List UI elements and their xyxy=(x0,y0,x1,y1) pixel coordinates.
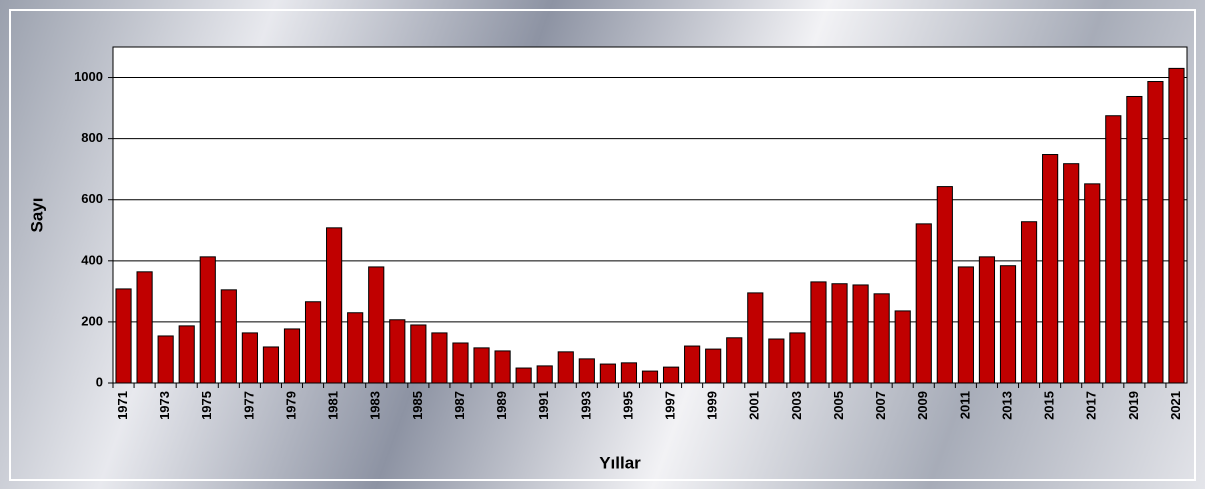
bar xyxy=(852,284,869,384)
x-tick-label: 2009 xyxy=(915,391,930,420)
x-tick-label: 1999 xyxy=(705,391,720,420)
bar xyxy=(431,332,448,384)
x-tick-label: 1993 xyxy=(578,391,593,420)
bar xyxy=(894,310,911,384)
bar xyxy=(536,365,553,384)
bar xyxy=(620,362,638,384)
x-tick-label: 2007 xyxy=(873,391,888,420)
bar xyxy=(515,367,532,384)
bar xyxy=(304,301,322,384)
x-tick-label: 1979 xyxy=(283,391,298,420)
bar xyxy=(578,358,595,384)
bar xyxy=(368,266,385,384)
x-tick-label: 1991 xyxy=(536,391,551,420)
bar xyxy=(220,289,237,384)
x-axis-title: Yıllar xyxy=(599,453,641,472)
x-tick-label: 1975 xyxy=(199,391,214,420)
y-tick-label: 200 xyxy=(81,313,103,328)
bar xyxy=(410,324,427,384)
x-tick-label: 2021 xyxy=(1168,391,1183,420)
bar xyxy=(1105,115,1122,384)
bar xyxy=(283,328,301,384)
bar xyxy=(199,256,216,384)
x-tick-label: 1985 xyxy=(410,391,425,420)
bar xyxy=(936,186,953,384)
bar xyxy=(326,227,343,384)
x-tick-label: 2011 xyxy=(957,391,972,419)
y-tick-label: 800 xyxy=(81,130,103,145)
y-axis-title: Sayı xyxy=(27,198,46,233)
bar xyxy=(641,370,659,384)
bar xyxy=(999,265,1017,384)
x-tick-label: 1973 xyxy=(157,391,172,420)
bar xyxy=(347,312,364,384)
bar xyxy=(747,292,764,384)
bar xyxy=(957,266,974,384)
bar xyxy=(262,346,280,384)
bar xyxy=(1147,81,1164,384)
bar xyxy=(705,348,722,384)
bar xyxy=(136,271,153,384)
bar xyxy=(978,256,996,384)
bar xyxy=(873,293,890,384)
frame-border xyxy=(9,9,1196,481)
x-tick-label: 1987 xyxy=(452,391,467,420)
bar xyxy=(726,337,743,384)
bar xyxy=(1126,95,1143,384)
x-tick-label: 2005 xyxy=(831,391,846,420)
x-tick-label: 1981 xyxy=(326,391,341,420)
bar xyxy=(557,351,574,384)
bar xyxy=(157,335,174,384)
x-tick-label: 1971 xyxy=(115,391,130,420)
bar xyxy=(810,281,827,384)
y-tick-label: 600 xyxy=(81,191,103,206)
x-tick-label: 1977 xyxy=(241,391,256,420)
bar xyxy=(115,288,132,384)
bar xyxy=(768,338,785,384)
bar xyxy=(1020,221,1038,384)
x-tick-label: 2017 xyxy=(1084,391,1099,420)
bar xyxy=(494,350,511,384)
bar xyxy=(1084,183,1101,384)
bar xyxy=(389,319,406,384)
bar xyxy=(831,283,848,384)
bar xyxy=(1168,67,1185,384)
y-tick-label: 400 xyxy=(81,252,103,267)
bar xyxy=(662,366,680,384)
bar xyxy=(473,347,490,384)
x-tick-label: 2015 xyxy=(1042,391,1057,420)
y-tick-label: 1000 xyxy=(74,69,103,84)
x-tick-label: 1983 xyxy=(368,391,383,420)
x-tick-label: 2013 xyxy=(999,391,1014,420)
x-tick-label: 2003 xyxy=(789,391,804,420)
bar xyxy=(599,363,616,384)
bar xyxy=(915,223,932,384)
bar xyxy=(1063,163,1080,384)
bar xyxy=(684,345,701,384)
x-tick-label: 1995 xyxy=(620,391,635,420)
x-tick-label: 2001 xyxy=(747,391,762,420)
bar xyxy=(241,332,258,384)
y-tick-label: 0 xyxy=(96,374,103,389)
x-tick-label: 1989 xyxy=(494,391,509,420)
bar xyxy=(789,332,806,384)
bar xyxy=(452,342,469,384)
bar xyxy=(1042,154,1059,384)
x-tick-label: 2019 xyxy=(1126,391,1141,420)
bar xyxy=(178,325,195,384)
x-tick-label: 1997 xyxy=(662,391,677,420)
